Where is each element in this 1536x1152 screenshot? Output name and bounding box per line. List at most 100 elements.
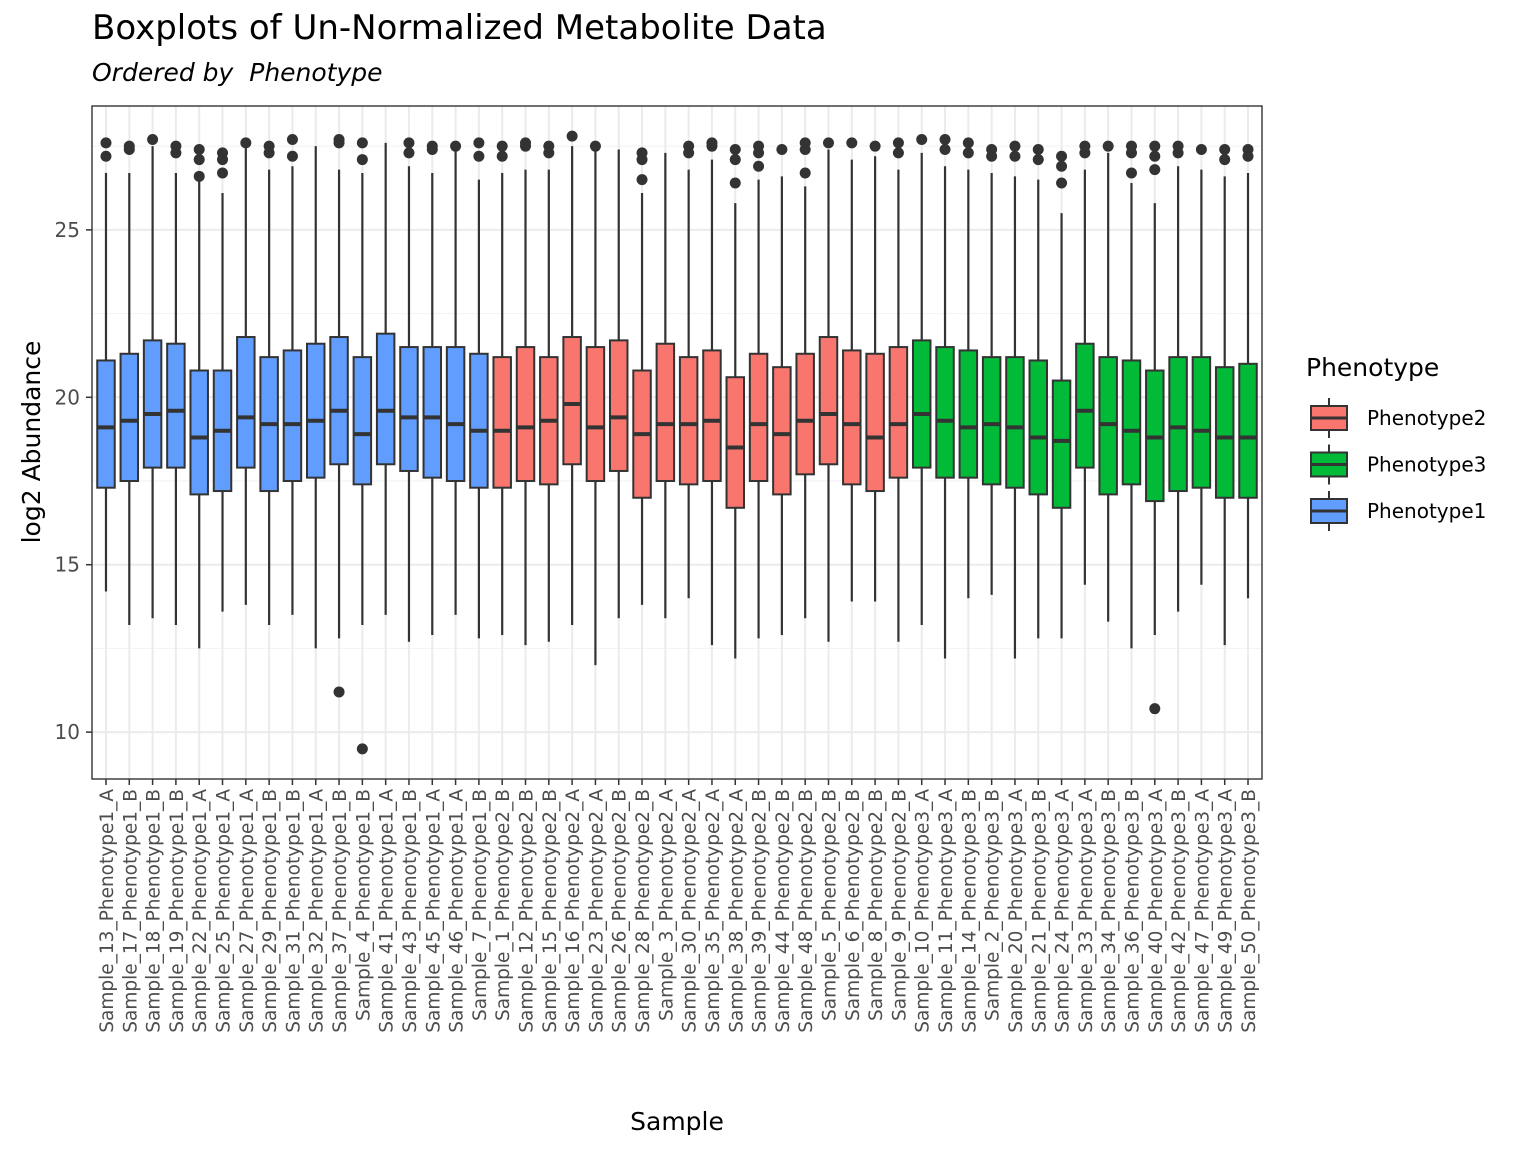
x-tick-label: Sample_20_Phenotype3_A bbox=[1006, 789, 1027, 1033]
legend-entry-Phenotype2: Phenotype2 bbox=[1310, 398, 1486, 438]
box-body bbox=[282, 349, 303, 483]
outlier-point bbox=[753, 160, 765, 172]
legend-entry-Phenotype3: Phenotype3 bbox=[1310, 444, 1486, 485]
box-body bbox=[329, 336, 349, 466]
box-Sample_14_Phenotype3_B bbox=[958, 137, 979, 599]
chart-title: Boxplots of Un-Normalized Metabolite Dat… bbox=[92, 8, 827, 48]
outlier-point bbox=[1032, 144, 1044, 156]
box-body bbox=[888, 346, 909, 479]
box-Sample_26_Phenotype2_B bbox=[608, 149, 629, 619]
box-body bbox=[445, 346, 466, 483]
box-Sample_9_Phenotype2_B bbox=[888, 137, 909, 642]
x-tick-label: Sample_10_Phenotype3_A bbox=[913, 789, 934, 1033]
box-Sample_8_Phenotype2_B bbox=[865, 140, 885, 602]
outlier-point bbox=[193, 154, 205, 166]
outlier-point bbox=[450, 140, 462, 152]
x-tick-label: Sample_30_Phenotype2_A bbox=[680, 789, 701, 1033]
outlier-point bbox=[403, 137, 415, 149]
x-tick-label: Sample_14_Phenotype3_B bbox=[959, 789, 980, 1033]
x-tick-label: Sample_39_Phenotype2_B bbox=[750, 789, 771, 1033]
outlier-point bbox=[263, 140, 275, 152]
x-tick-label: Sample_26_Phenotype2_B bbox=[610, 789, 631, 1033]
outlier-point bbox=[1172, 140, 1184, 152]
box-Sample_47_Phenotype3_A bbox=[1191, 144, 1212, 585]
outlier-point bbox=[403, 147, 415, 159]
x-tick-label: Sample_6_Phenotype2_B bbox=[843, 789, 864, 1021]
box-body bbox=[585, 346, 606, 483]
outlier-point bbox=[520, 137, 532, 149]
outlier-point bbox=[916, 133, 928, 145]
outlier-point bbox=[846, 137, 858, 149]
box-Sample_38_Phenotype2_A bbox=[725, 144, 746, 659]
box-body bbox=[422, 346, 443, 479]
box-body bbox=[1121, 359, 1142, 486]
outlier-point bbox=[1056, 177, 1068, 189]
y-tick-label: 15 bbox=[55, 553, 80, 577]
x-axis-label: Sample bbox=[630, 1107, 724, 1136]
outlier-point bbox=[892, 137, 904, 149]
box-body bbox=[399, 346, 419, 472]
x-tick-label: Sample_37_Phenotype1_B bbox=[330, 789, 351, 1033]
outlier-point bbox=[100, 150, 112, 162]
box-Sample_34_Phenotype3_B bbox=[1098, 140, 1118, 622]
box-Sample_24_Phenotype3_A bbox=[1051, 150, 1072, 639]
box-body bbox=[515, 346, 536, 483]
x-tick-label: Sample_19_Phenotype1_B bbox=[167, 789, 188, 1033]
outlier-point bbox=[543, 140, 555, 152]
x-tick-label: Sample_11_Phenotype3_A bbox=[936, 789, 957, 1033]
outlier-point bbox=[1009, 140, 1021, 152]
box-body bbox=[189, 369, 209, 496]
box-body bbox=[958, 349, 979, 479]
outlier-point bbox=[939, 144, 951, 156]
x-tick-label: Sample_17_Phenotype1_B bbox=[120, 789, 141, 1033]
box-body bbox=[562, 336, 582, 466]
outlier-point bbox=[706, 137, 718, 149]
box-body bbox=[842, 349, 862, 486]
outlier-point bbox=[496, 140, 508, 152]
box-body bbox=[818, 336, 839, 466]
x-tick-label: Sample_9_Phenotype2_B bbox=[889, 789, 910, 1021]
box-Sample_42_Phenotype3_B bbox=[1168, 140, 1188, 612]
box-Sample_3_Phenotype2_A bbox=[655, 152, 676, 619]
x-tick-label: Sample_28_Phenotype2_B bbox=[633, 789, 654, 1033]
outlier-point bbox=[1219, 144, 1231, 156]
x-tick-label: Sample_1_Phenotype2_B bbox=[493, 789, 514, 1021]
outlier-point bbox=[1009, 150, 1021, 162]
x-tick-label: Sample_44_Phenotype2_B bbox=[773, 789, 794, 1033]
box-body bbox=[981, 356, 1002, 486]
box-Sample_7_Phenotype1_B bbox=[469, 137, 489, 639]
box-body bbox=[702, 349, 722, 483]
box-Sample_30_Phenotype2_A bbox=[678, 140, 699, 599]
box-Sample_32_Phenotype1_A bbox=[306, 146, 326, 649]
outlier-point bbox=[1056, 160, 1068, 172]
box-body bbox=[1191, 356, 1212, 489]
box-body bbox=[911, 339, 932, 469]
x-tick-label: Sample_34_Phenotype3_B bbox=[1099, 789, 1120, 1033]
x-tick-label: Sample_21_Phenotype3_B bbox=[1029, 789, 1050, 1033]
outlier-point bbox=[729, 177, 741, 189]
y-tick-label: 25 bbox=[55, 218, 80, 242]
outlier-point bbox=[473, 137, 485, 149]
outlier-point bbox=[170, 140, 182, 152]
box-Sample_11_Phenotype3_A bbox=[935, 133, 955, 659]
outlier-point bbox=[1149, 703, 1161, 715]
x-tick-label: Sample_48_Phenotype2_B bbox=[796, 789, 817, 1033]
box-body bbox=[608, 339, 629, 472]
outlier-point bbox=[193, 170, 205, 182]
outlier-point bbox=[100, 137, 112, 149]
outlier-point bbox=[1125, 140, 1137, 152]
box-body bbox=[236, 336, 256, 469]
x-tick-label: Sample_31_Phenotype1_B bbox=[283, 789, 304, 1033]
box-body bbox=[748, 352, 769, 483]
outlier-point bbox=[333, 133, 345, 145]
outlier-point bbox=[962, 137, 974, 149]
box-Sample_6_Phenotype2_B bbox=[842, 137, 862, 602]
box-Sample_28_Phenotype2_B bbox=[632, 147, 652, 605]
box-Sample_48_Phenotype2_B bbox=[795, 137, 815, 619]
box-Sample_33_Phenotype3_A bbox=[1075, 140, 1095, 585]
outlier-point bbox=[1056, 150, 1068, 162]
outlier-point bbox=[1149, 140, 1161, 152]
box-Sample_5_Phenotype2_B bbox=[818, 137, 839, 642]
x-tick-label: Sample_36_Phenotype3_B bbox=[1122, 789, 1143, 1033]
box-Sample_16_Phenotype2_A bbox=[562, 130, 582, 625]
